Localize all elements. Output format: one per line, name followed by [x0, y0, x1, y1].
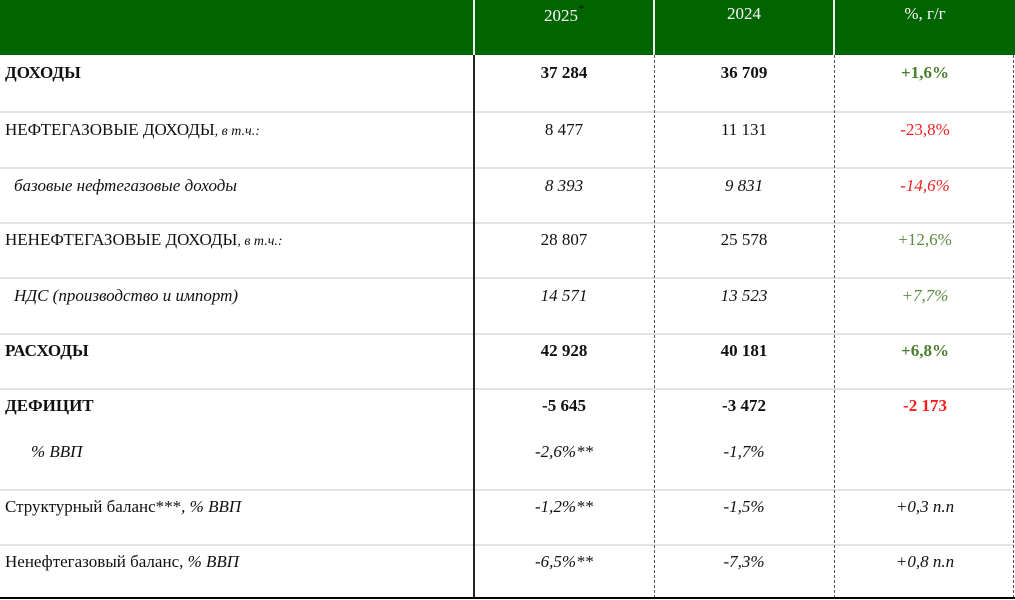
- row-label-suffix: , в т.ч.:: [237, 234, 283, 249]
- row-label-text: базовые нефтегазовые доходы: [14, 176, 237, 195]
- row-label: базовые нефтегазовые доходы: [14, 176, 237, 196]
- table-row-revenues: ДОХОДЫ 37 284 36 709 +1,6%: [0, 55, 1015, 111]
- value-2024: -1,5%: [723, 497, 765, 516]
- value-2025: 8 393: [544, 176, 584, 195]
- value-change: -2 173: [903, 396, 947, 415]
- value-change: -23,8%: [900, 120, 950, 139]
- row-label-suffix: , в т.ч.:: [214, 124, 260, 139]
- row-label: Ненефтегазовый баланс, % ВВП: [5, 552, 239, 572]
- value-2025: -6,5%**: [534, 552, 594, 571]
- value-change: +6,8%: [901, 341, 949, 360]
- value-change: +0,8 п.п: [895, 552, 955, 571]
- row-label-text: НДС (производство и импорт): [14, 286, 239, 305]
- value-2025: 8 477: [544, 120, 584, 139]
- row-label-text: Структурный баланс***: [5, 497, 182, 516]
- deficit-gdp-label: % ВВП: [31, 442, 82, 462]
- row-label: НЕНЕФТЕГАЗОВЫЕ ДОХОДЫ, в т.ч.:: [5, 230, 283, 252]
- label-column-divider: [473, 55, 475, 598]
- row-label-text: НЕФТЕГАЗОВЫЕ ДОХОДЫ: [5, 120, 215, 139]
- header-label-column: [0, 0, 473, 55]
- right-border: [1013, 55, 1014, 598]
- row-label-text: РАСХОДЫ: [5, 341, 89, 360]
- header-divider: [653, 0, 655, 55]
- value-change: -14,6%: [900, 176, 950, 195]
- value-2025: 28 807: [540, 230, 588, 249]
- value-2024: -7,3%: [723, 552, 765, 571]
- value-2024: 36 709: [720, 63, 768, 82]
- value-2025: -5 645: [542, 396, 586, 415]
- header-divider: [473, 0, 475, 55]
- value-2024: 13 523: [720, 286, 768, 305]
- value-2025: 37 284: [540, 63, 588, 82]
- header-2024: 2024: [655, 0, 833, 55]
- value-2024: 9 831: [724, 176, 764, 195]
- header-2025-label: 2025: [544, 6, 578, 25]
- header-change-label: %, г/г: [904, 4, 946, 23]
- table-row-base-oil-gas-revenues: базовые нефтегазовые доходы 8 393 9 831 …: [0, 167, 1015, 222]
- table-row-deficit: ДЕФИЦИТ -5 645 -3 472 -2 173 % ВВП -2,6%…: [0, 388, 1015, 489]
- row-label: РАСХОДЫ: [5, 341, 89, 361]
- row-label-text: ДОХОДЫ: [5, 63, 81, 82]
- table-row-structural-balance: Структурный баланс***, % ВВП -1,2%** -1,…: [0, 489, 1015, 544]
- table-row-vat: НДС (производство и импорт) 14 571 13 52…: [0, 277, 1015, 333]
- column-divider: [834, 55, 835, 598]
- table-row-oil-gas-revenues: НЕФТЕГАЗОВЫЕ ДОХОДЫ, в т.ч.: 8 477 11 13…: [0, 111, 1015, 167]
- value-2025: 42 928: [540, 341, 588, 360]
- value-2025: 14 571: [540, 286, 588, 305]
- value-2024: -3 472: [722, 396, 766, 415]
- row-label-text: НЕНЕФТЕГАЗОВЫЕ ДОХОДЫ: [5, 230, 238, 249]
- row-label: НДС (производство и импорт): [14, 286, 238, 306]
- value-2024: 40 181: [720, 341, 768, 360]
- row-label: Структурный баланс***, % ВВП: [5, 497, 241, 517]
- header-2025-footnote: *: [579, 4, 584, 16]
- row-label-text: ДЕФИЦИТ: [5, 396, 94, 415]
- table-row-non-oil-gas-balance: Ненефтегазовый баланс, % ВВП -6,5%** -7,…: [0, 544, 1015, 598]
- row-label-suffix: , % ВВП: [179, 552, 240, 571]
- value-change: +12,6%: [898, 230, 952, 249]
- table-bottom-border: [0, 597, 1015, 599]
- row-label: НЕФТЕГАЗОВЫЕ ДОХОДЫ, в т.ч.:: [5, 120, 260, 142]
- deficit-gdp-2025: -2,6%**: [534, 442, 594, 461]
- deficit-gdp-2024: -1,7%: [723, 442, 765, 461]
- row-label: ДЕФИЦИТ: [5, 396, 94, 416]
- value-2024: 25 578: [720, 230, 768, 249]
- value-2024: 11 131: [720, 120, 768, 139]
- row-label-text: % ВВП: [31, 442, 83, 461]
- header-divider: [833, 0, 835, 55]
- value-change: +1,6%: [901, 63, 949, 82]
- row-label: ДОХОДЫ: [5, 63, 81, 83]
- row-label-suffix: , % ВВП: [181, 497, 242, 516]
- table-row-expenditures: РАСХОДЫ 42 928 40 181 +6,8%: [0, 333, 1015, 388]
- header-2024-label: 2024: [727, 4, 761, 23]
- value-2025: -1,2%**: [534, 497, 594, 516]
- value-change: +7,7%: [901, 286, 949, 305]
- row-label-text: Ненефтегазовый баланс: [5, 552, 180, 571]
- table-row-non-oil-gas-revenues: НЕНЕФТЕГАЗОВЫЕ ДОХОДЫ, в т.ч.: 28 807 25…: [0, 222, 1015, 277]
- value-change: +0,3 п.п: [895, 497, 955, 516]
- table-header: 2025* 2024 %, г/г: [0, 0, 1015, 55]
- header-2025: 2025*: [475, 0, 653, 55]
- column-divider: [654, 55, 655, 598]
- header-change: %, г/г: [836, 0, 1014, 55]
